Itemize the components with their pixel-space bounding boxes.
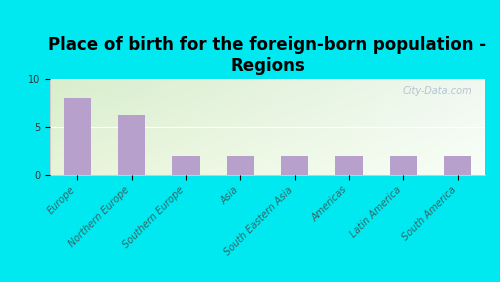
- Bar: [281, 156, 308, 175]
- Bar: [444, 156, 471, 175]
- Text: City-Data.com: City-Data.com: [402, 86, 472, 96]
- Bar: [336, 156, 362, 175]
- Bar: [172, 156, 200, 175]
- Bar: [226, 156, 254, 175]
- Bar: [118, 115, 145, 175]
- Bar: [64, 98, 91, 175]
- Bar: [390, 156, 417, 175]
- Title: Place of birth for the foreign-born population -
Regions: Place of birth for the foreign-born popu…: [48, 36, 486, 75]
